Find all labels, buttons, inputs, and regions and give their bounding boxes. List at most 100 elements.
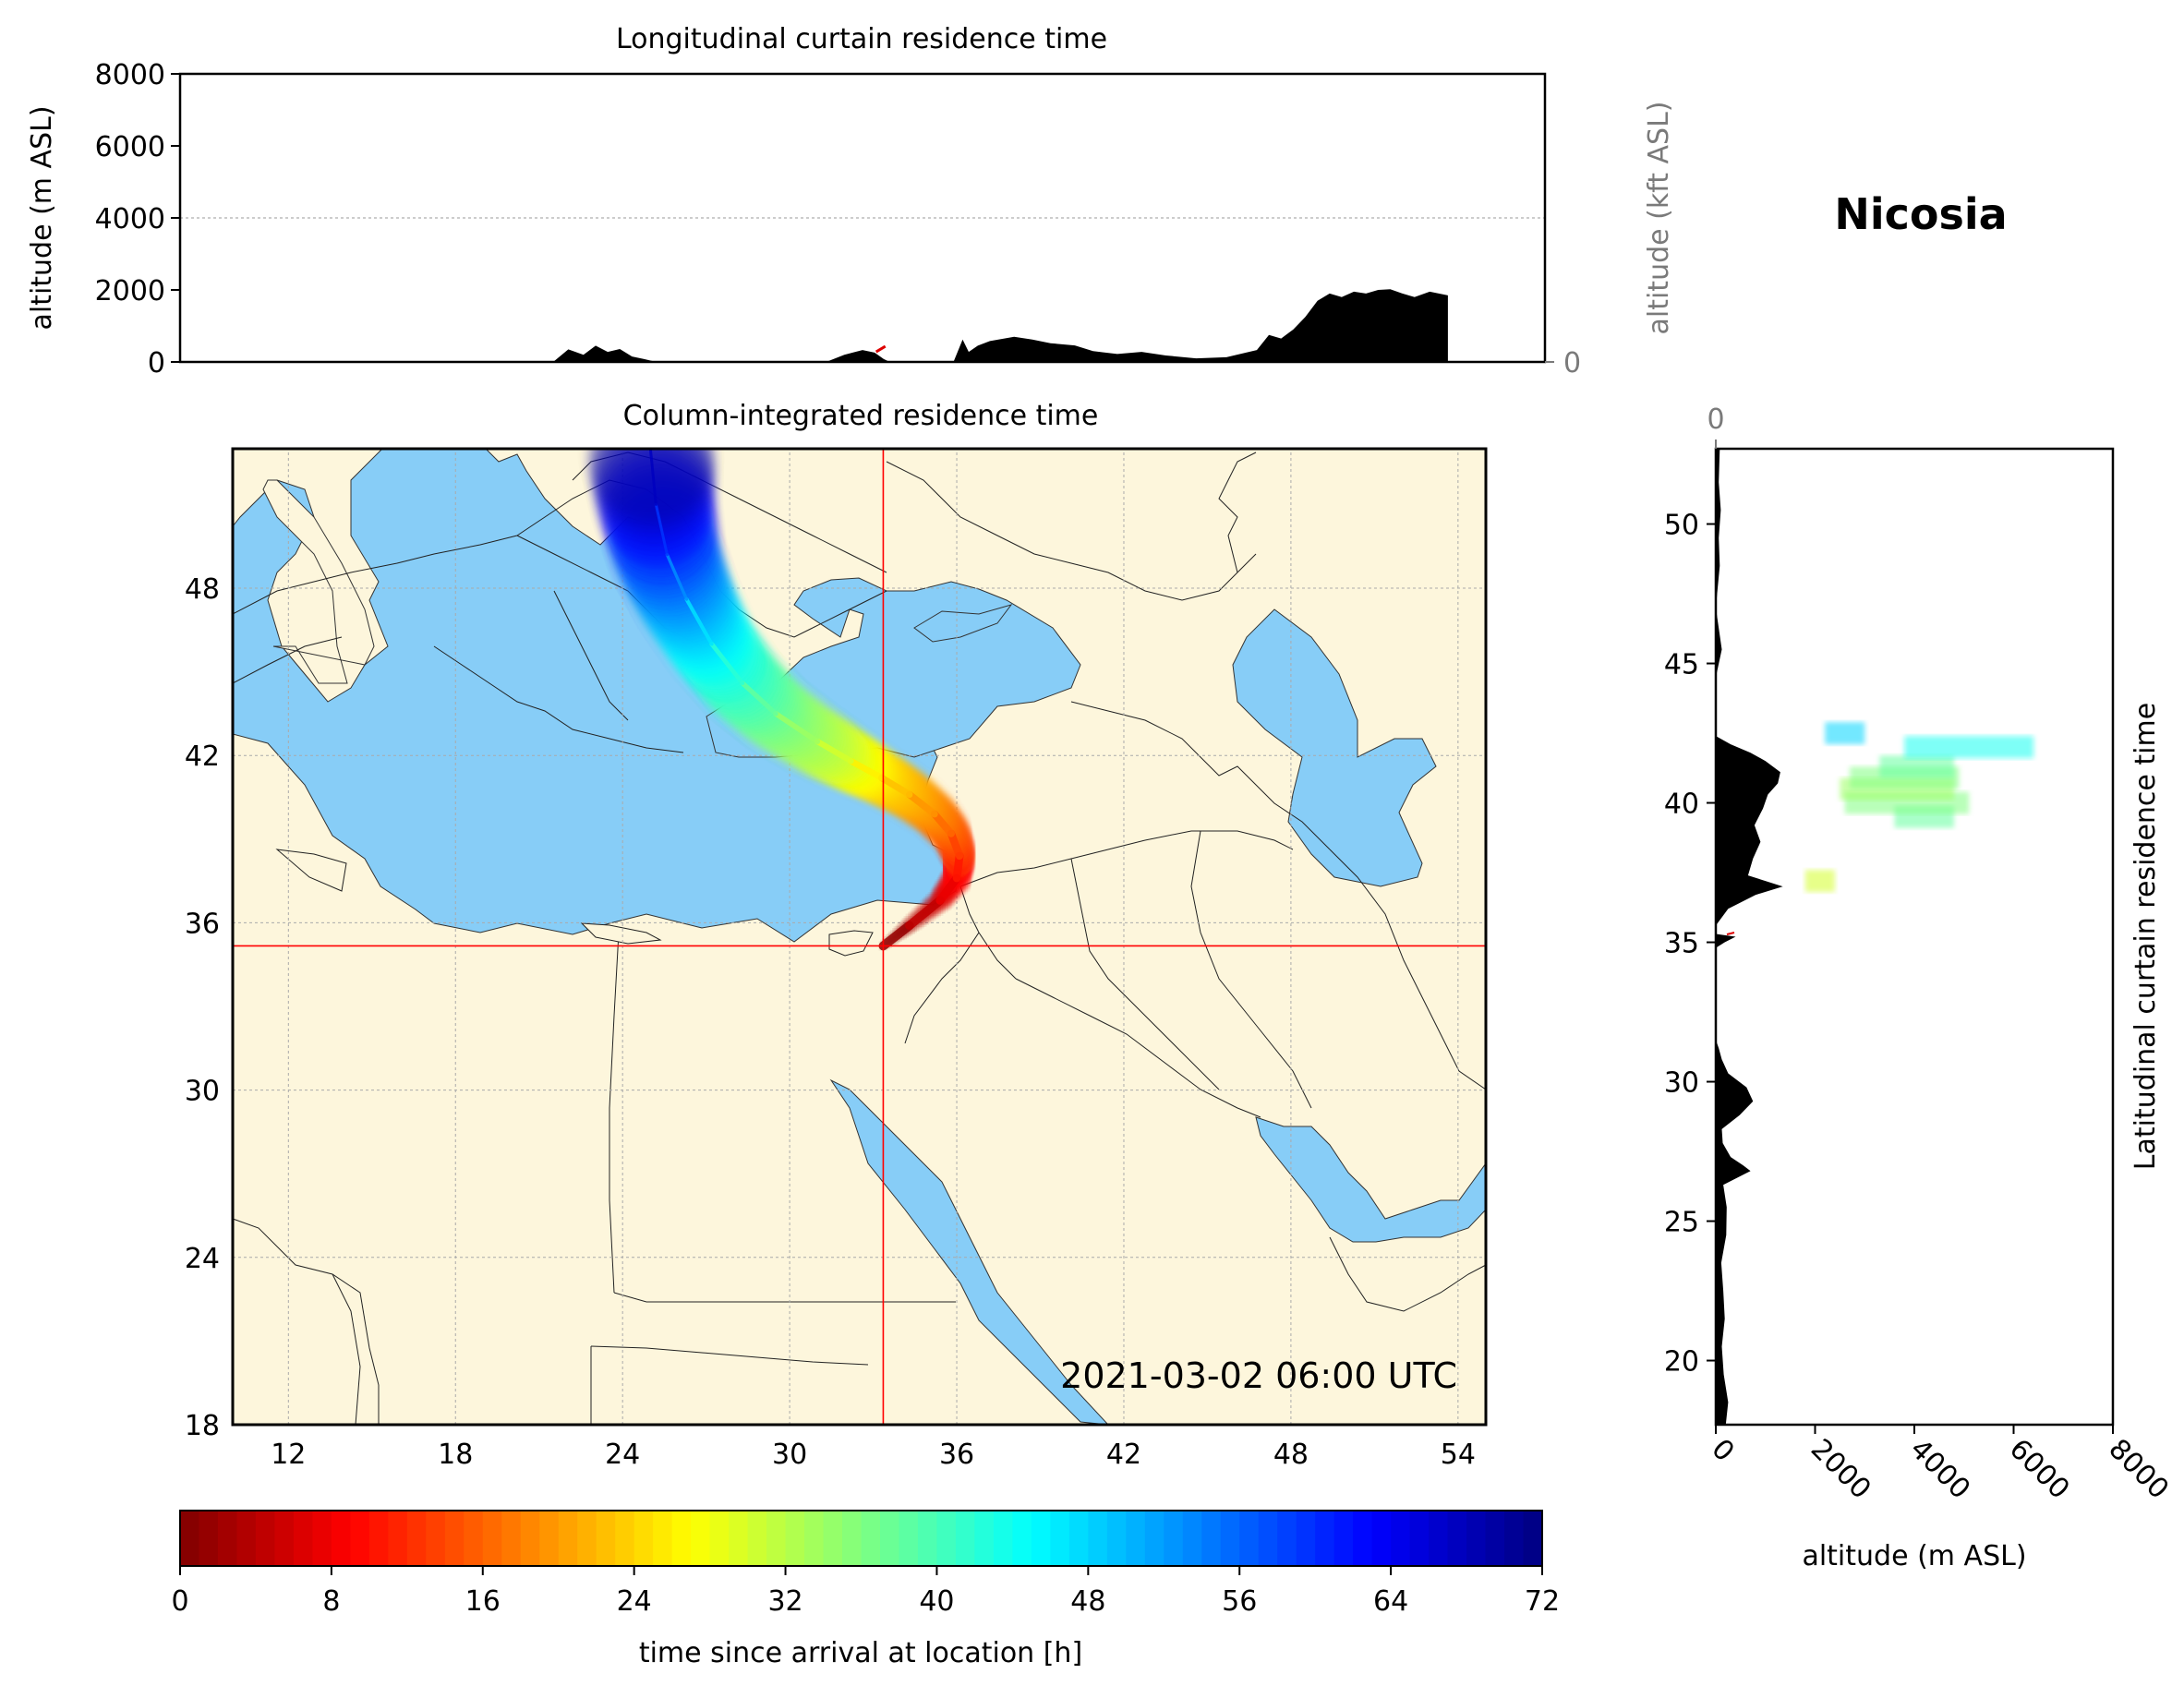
map-lat-tick-label: 42 (185, 741, 220, 773)
trajectory-segment (930, 810, 955, 837)
colorbar-step (974, 1511, 995, 1566)
trajectory-segment (935, 873, 961, 905)
lon-curtain-title: Longitudinal curtain residence time (616, 23, 1107, 55)
colorbar-step (180, 1511, 200, 1566)
map-islands (275, 849, 874, 957)
colorbar-step (1371, 1511, 1392, 1566)
trajectory-segment (905, 896, 945, 931)
colorbar-step (804, 1511, 825, 1566)
trajectory-segment (878, 774, 913, 799)
colorbar-step (1182, 1511, 1202, 1566)
colorbar-step (426, 1511, 446, 1566)
lat-plume-band (1904, 736, 2033, 759)
colorbar-step (274, 1511, 295, 1566)
colorbar-step (482, 1511, 502, 1566)
lat-x-tick-label: 8000 (2102, 1433, 2175, 1506)
map-lat-tick-label: 30 (185, 1076, 220, 1108)
colorbar-step (217, 1511, 238, 1566)
trajectory-particle (587, 449, 714, 516)
colorbar-step (1258, 1511, 1278, 1566)
colorbar-gradient (180, 1511, 1543, 1566)
colorbar-step (615, 1511, 635, 1566)
lat-curtain-terrain-area (1716, 449, 1783, 1425)
colorbar-step (1315, 1511, 1335, 1566)
lat-y-tick-label: 30 (1664, 1067, 1699, 1100)
colorbar-step (1485, 1511, 1505, 1566)
colorbar-step (293, 1511, 314, 1566)
colorbar-step (766, 1511, 787, 1566)
colorbar: 0 8 16 24 32 40 48 56 64 72 time since arrival at… (171, 1510, 1560, 1669)
map-lat-tick-label: 48 (185, 573, 220, 606)
lon-curtain-kft-ticks: 050100 (1545, 347, 1581, 379)
map-lat-tick-label: 24 (185, 1243, 220, 1275)
map-panel: Column-integrated residence time (185, 400, 1488, 1471)
trajectory-segment (947, 829, 964, 861)
colorbar-step (917, 1511, 938, 1566)
map-timestamp: 2021-03-02 06:00 UTC (1060, 1355, 1457, 1396)
colorbar-tick-label: 40 (919, 1585, 954, 1618)
colorbar-step (1144, 1511, 1164, 1566)
lat-plume-band (1879, 755, 1954, 778)
map-lon-tick-label: 24 (605, 1439, 640, 1471)
colorbar-step (464, 1511, 484, 1566)
trajectory-segment (709, 642, 745, 686)
lat-curtain-lat-ticks: 20 25 30 35 40 45 50 (1664, 510, 1716, 1379)
colorbar-step (633, 1511, 654, 1566)
lon-residence-marker (875, 344, 887, 354)
lat-curtain-altitude-ticks: 0 2000 4000 6000 8000 (1705, 1425, 2175, 1506)
colorbar-tick-label: 56 (1222, 1585, 1257, 1618)
trajectory-segment (648, 449, 658, 506)
colorbar-step (577, 1511, 597, 1566)
lat-curtain-plume (1804, 722, 2033, 893)
colorbar-step (671, 1511, 692, 1566)
trajectory-segment (665, 553, 689, 601)
colorbar-step (1409, 1511, 1430, 1566)
lat-x-tick-label: 4000 (1903, 1433, 1976, 1506)
lat-curtain-residence-marker (1726, 932, 1735, 935)
lat-y-tick-label: 50 (1664, 510, 1699, 542)
colorbar-step (899, 1511, 919, 1566)
map-lon-tick-label: 18 (438, 1439, 473, 1471)
map-frame (231, 447, 1488, 1427)
map-lon-tick-label: 30 (772, 1439, 807, 1471)
trajectory-segment (773, 711, 821, 744)
colorbar-step (1164, 1511, 1184, 1566)
colorbar-step (653, 1511, 673, 1566)
colorbar-tick-label: 16 (465, 1585, 501, 1618)
trajectory-segment (814, 738, 854, 765)
longitudinal-curtain-panel: Longitudinal curtain residence time 0 200… (26, 23, 1675, 379)
map-lat-tick-label: 36 (185, 908, 220, 940)
lon-curtain-y-ticks: 0 2000 4000 6000 8000 (95, 59, 180, 379)
map-lon-tick-label: 48 (1273, 1439, 1309, 1471)
colorbar-step (368, 1511, 389, 1566)
lon-curtain-kft-label: altitude (kft ASL) (1643, 101, 1675, 334)
colorbar-tick-label: 24 (617, 1585, 652, 1618)
colorbar-step (1126, 1511, 1146, 1566)
colorbar-step (1296, 1511, 1316, 1566)
colorbar-step (312, 1511, 332, 1566)
colorbar-step (406, 1511, 427, 1566)
colorbar-step (1050, 1511, 1070, 1566)
colorbar-step (520, 1511, 540, 1566)
sicily (275, 849, 347, 892)
colorbar-step (1391, 1511, 1411, 1566)
crete (580, 922, 662, 945)
map-lon-ticks: 12 18 24 30 36 42 48 54 (271, 1439, 1476, 1471)
colorbar-tick-label: 48 (1070, 1585, 1105, 1618)
colorbar-frame (179, 1510, 1543, 1567)
cyprus (828, 930, 874, 957)
colorbar-step (331, 1511, 351, 1566)
lat-curtain-kft-ticks: 050100 (1707, 403, 1725, 449)
colorbar-step (199, 1511, 219, 1566)
colorbar-step (729, 1511, 749, 1566)
colorbar-ticks: 0 8 16 24 32 40 48 56 64 72 (171, 1566, 1560, 1618)
lon-kft-tick-label: 0 (1563, 347, 1581, 379)
lat-x-tick-label: 2000 (1804, 1433, 1877, 1506)
colorbar-step (1447, 1511, 1467, 1566)
colorbar-step (1333, 1511, 1354, 1566)
colorbar-step (558, 1511, 578, 1566)
lon-curtain-y-label: altitude (m ASL) (26, 105, 58, 330)
map-gridlines (233, 449, 1486, 1425)
colorbar-step (1523, 1511, 1543, 1566)
